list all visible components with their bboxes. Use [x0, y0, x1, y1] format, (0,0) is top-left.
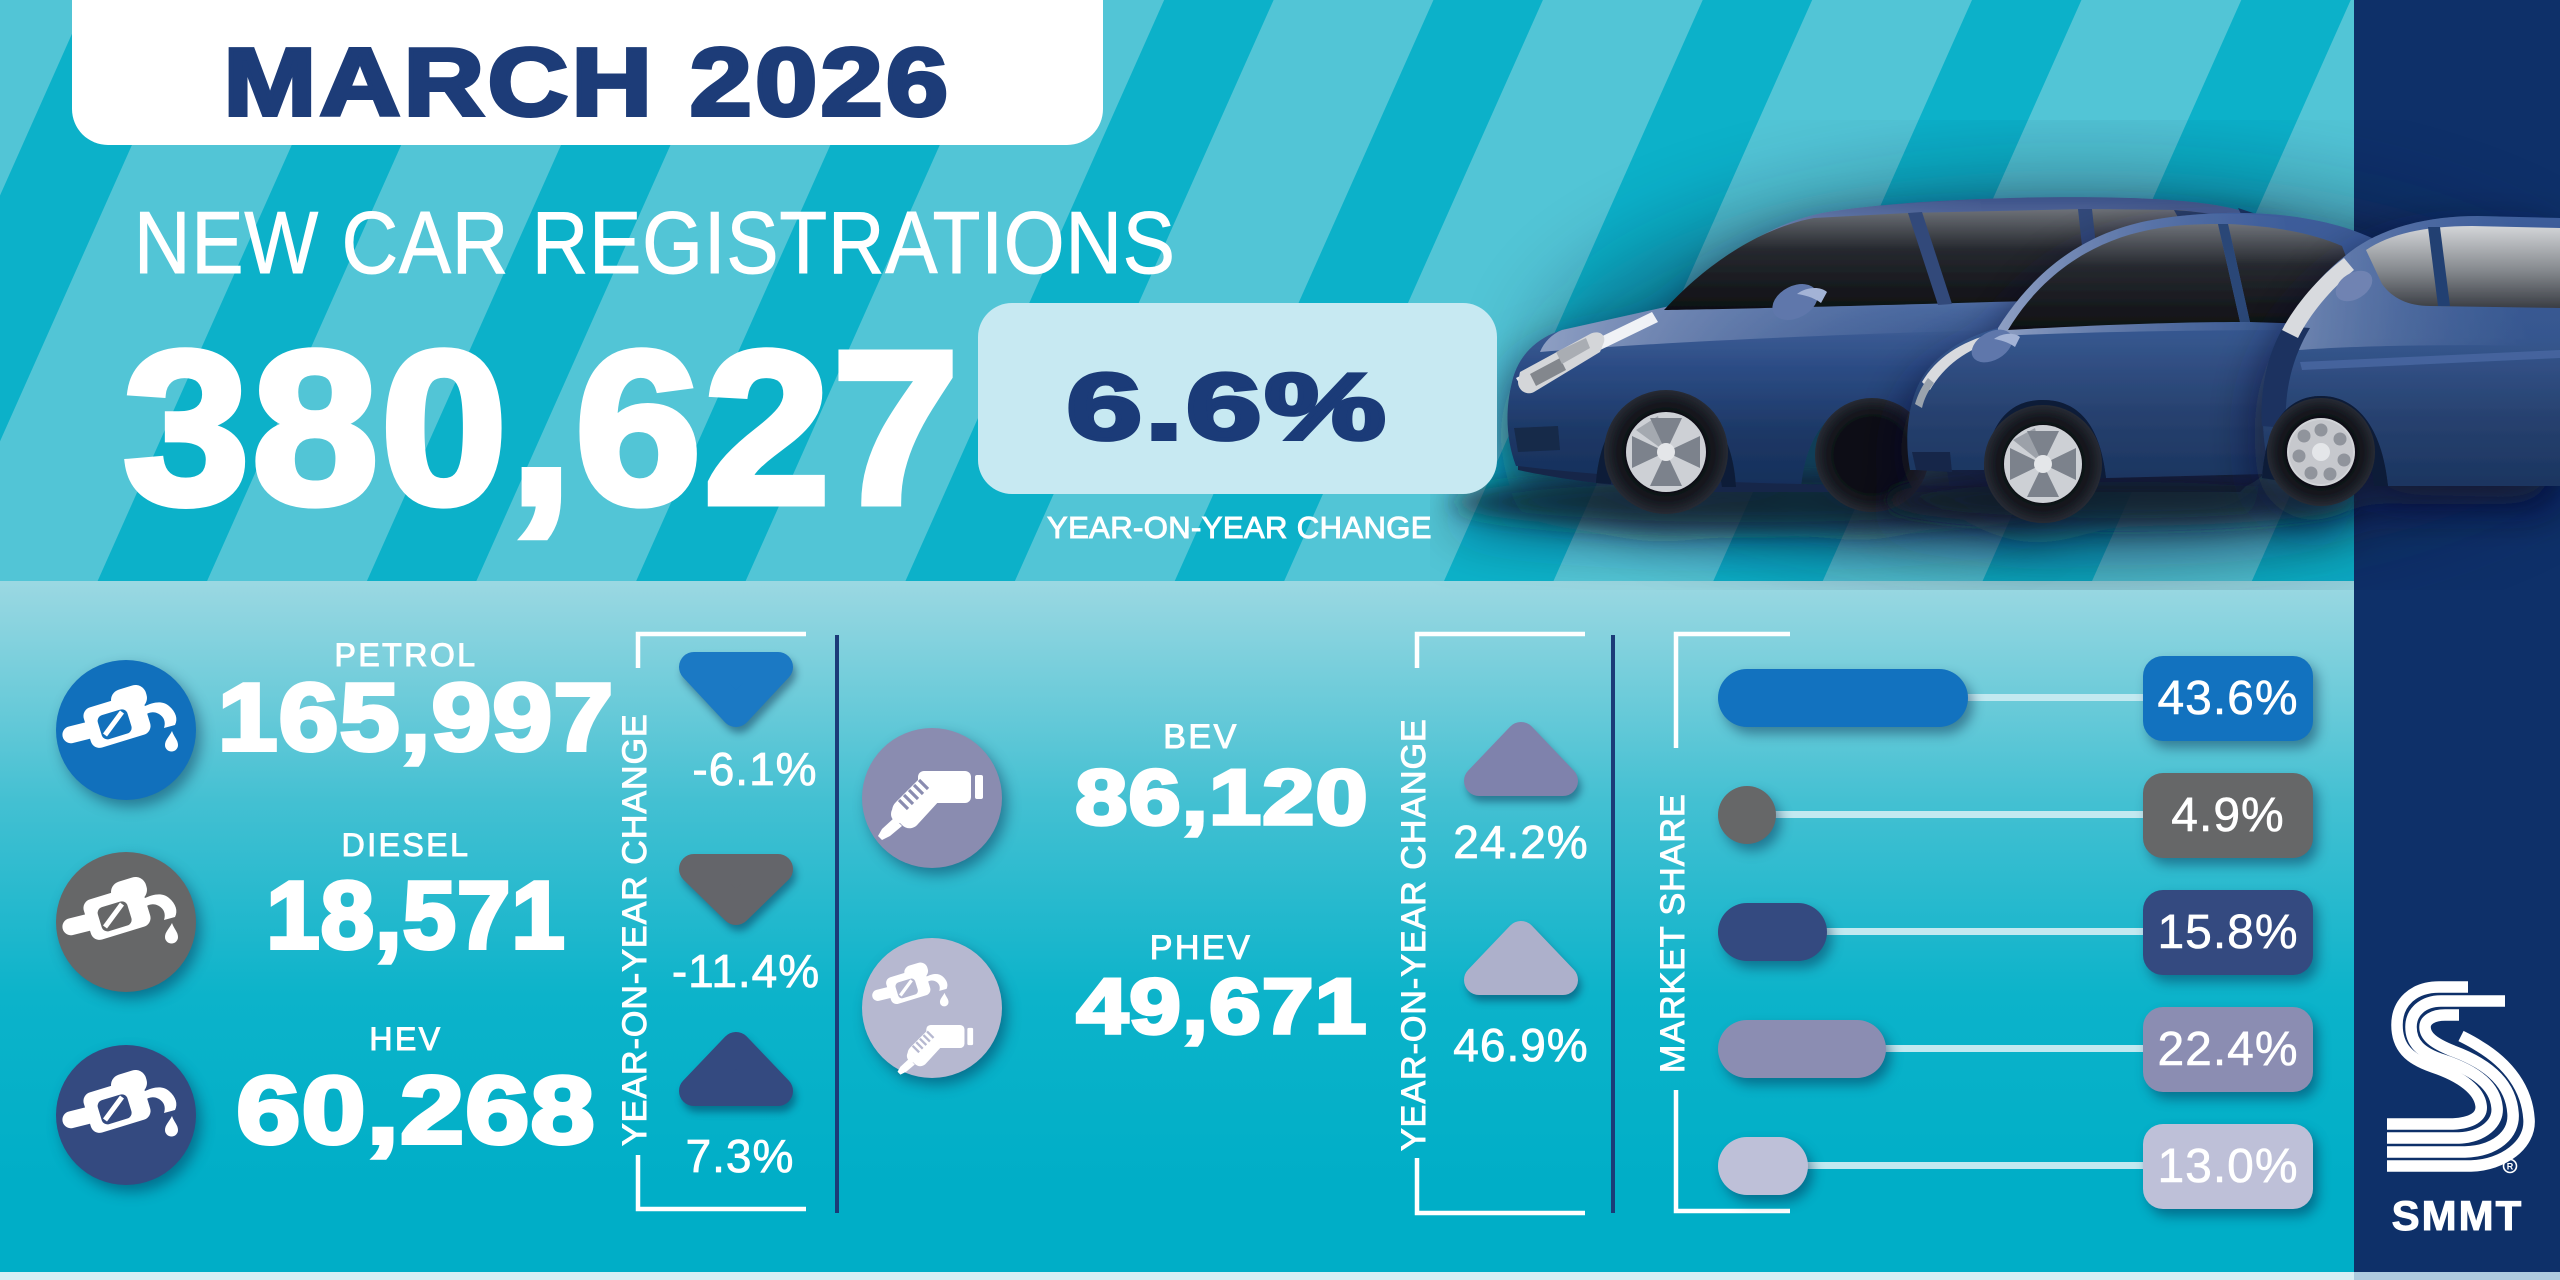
- svg-text:R: R: [2507, 1162, 2514, 1172]
